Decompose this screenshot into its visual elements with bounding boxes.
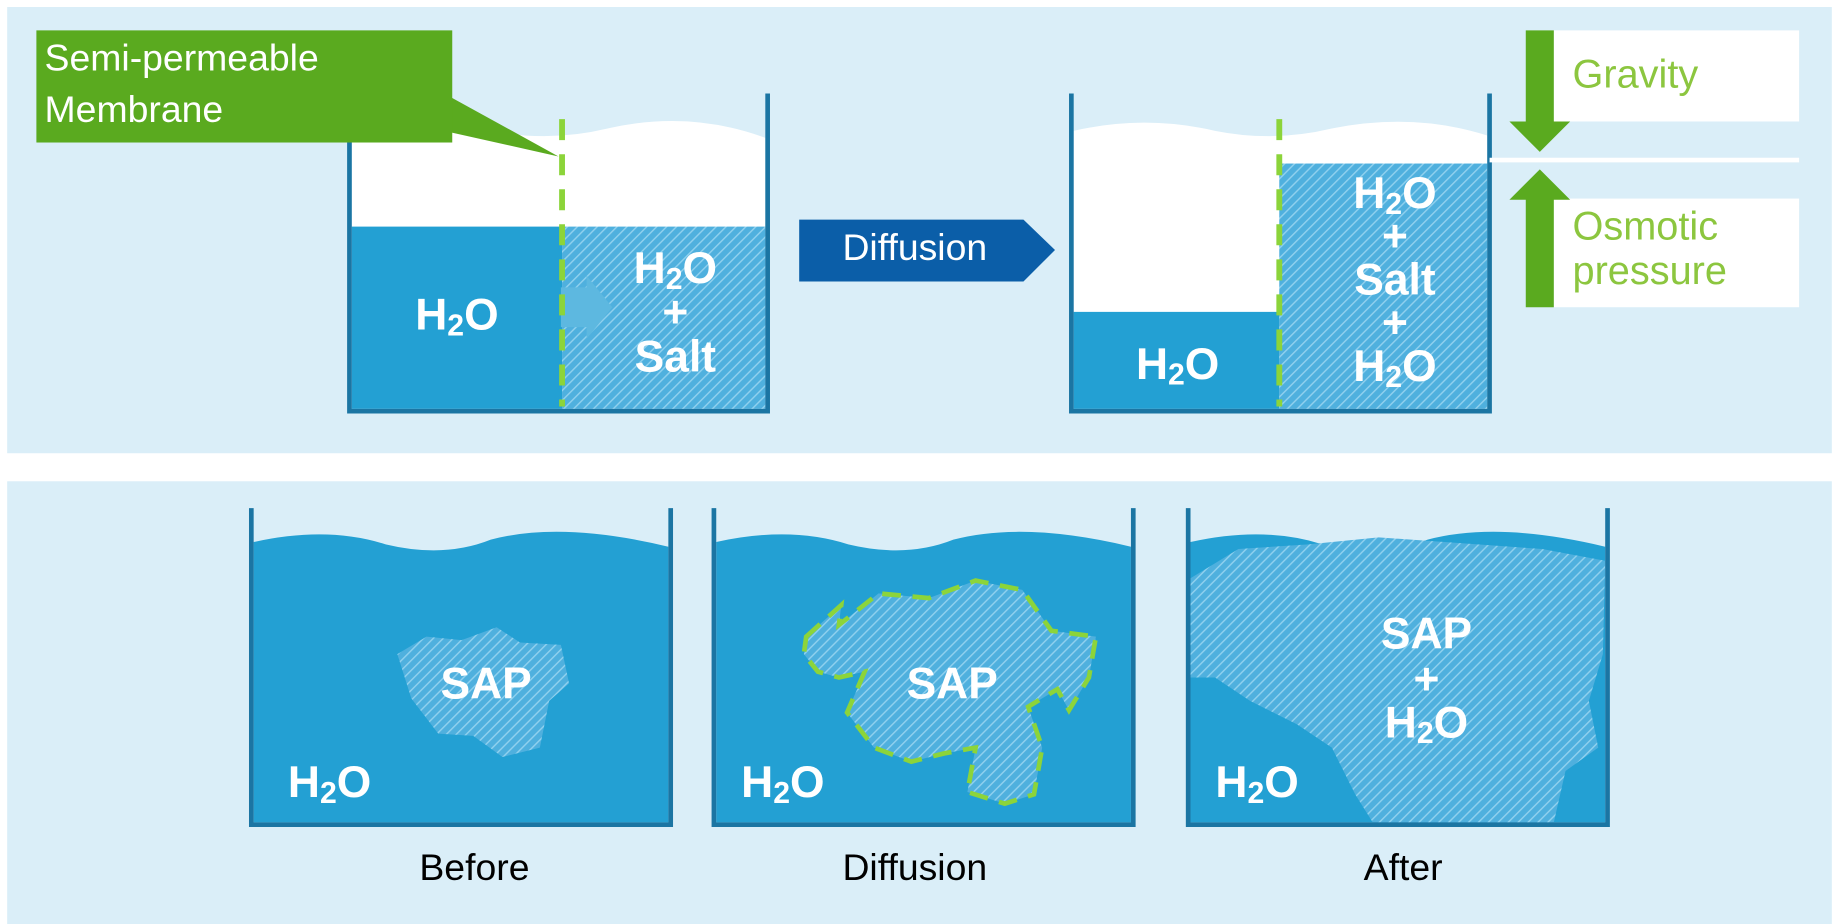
tank-before [347,93,770,414]
formula: H2O [1136,340,1219,392]
formula: H2O [415,290,498,342]
formula: H2O [1353,342,1436,394]
formula-base: H [415,290,447,339]
formula-base: H [288,758,320,807]
formula-rest: O [1434,698,1469,747]
formula: H2O [1215,758,1298,810]
sap-tank-diffusion [711,508,1136,828]
sap-tank-after [1185,508,1610,828]
formula-base: H [1385,698,1417,747]
formula-base: H [1136,340,1168,389]
formula: H2O [634,244,717,296]
gravity-arrow [1509,30,1571,152]
formula-base: H [1353,342,1385,391]
label: Salt [1354,255,1436,304]
formula-rest: O [1402,169,1437,218]
label: + [662,288,688,337]
label: + [1382,212,1408,261]
formula-base: H [1353,169,1385,218]
formula-rest: O [790,758,825,807]
membrane-callout [36,30,559,157]
label: pressure [1572,249,1726,293]
formula-rest: O [683,244,718,293]
formula-base: H [741,758,773,807]
formula-rest: O [1264,758,1299,807]
label: + [1414,655,1440,704]
diffusion-arrow [799,219,1056,282]
formula-sub: 2 [1247,777,1264,810]
formula: H2O [288,758,371,810]
label: After [1364,846,1443,888]
formula-sub: 2 [1385,188,1402,221]
label: Diffusion [842,846,987,888]
label: Membrane [45,88,224,130]
formula-sub: 2 [447,309,464,342]
label: SAP [907,660,998,709]
formula-base: H [634,244,666,293]
formula-sub: 2 [1385,361,1402,394]
formula: H2O [1385,698,1468,750]
formula-sub: 2 [1168,359,1185,392]
label: Osmotic [1572,204,1718,248]
formula-rest: O [337,758,372,807]
formula-base: H [1215,758,1247,807]
sap-tank-before [248,508,674,828]
osmotic-arrow [1509,169,1571,308]
formula-sub: 2 [666,263,683,296]
label: Gravity [1572,53,1698,97]
formula-sub: 2 [773,777,790,810]
osmotic-box [1553,198,1800,308]
formula-sub: 2 [320,777,337,810]
formula: H2O [1353,169,1436,221]
label: SAP [440,660,531,709]
label: Semi-permeable [45,37,319,79]
formula-rest: O [1185,340,1220,389]
label: Before [419,846,529,888]
label: Salt [635,333,717,382]
formula-rest: O [1402,342,1437,391]
label: SAP [1381,609,1472,658]
label: + [1382,299,1408,348]
label: Diffusion [842,226,987,268]
formula: H2O [741,758,824,810]
tank-after [1069,93,1492,414]
gravity-box [1553,30,1800,122]
formula-rest: O [464,290,499,339]
formula-sub: 2 [1417,717,1434,750]
